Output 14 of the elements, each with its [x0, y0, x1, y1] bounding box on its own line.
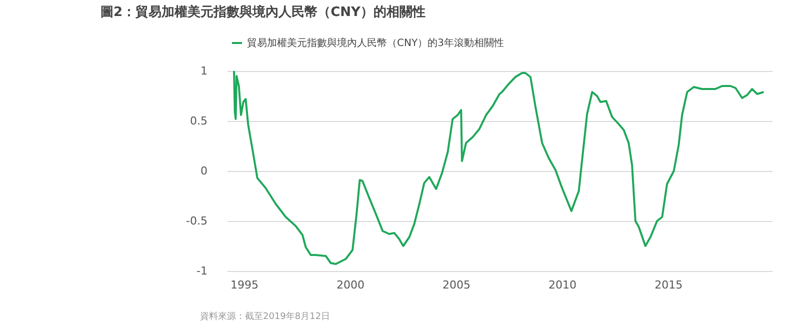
x-tick-label: 2000: [336, 278, 364, 292]
line-series: [233, 70, 765, 265]
y-tick-label: 0.5: [190, 114, 208, 128]
y-tick-label: 1: [200, 64, 208, 78]
x-tick-label: 2005: [442, 278, 471, 292]
legend-label: 貿易加權美元指數與境內人民幣（CNY）的3年滾動相關性: [247, 37, 504, 49]
x-tick-label: 2010: [548, 278, 577, 292]
y-tick-label: 0: [200, 164, 208, 178]
x-tick-label: 1995: [230, 278, 258, 292]
y-tick-label: -1: [196, 264, 208, 278]
chart-title: 圖2：貿易加權美元指數與境內人民幣（CNY）的相關性: [100, 4, 426, 20]
y-tick-label: -0.5: [186, 214, 208, 228]
x-tick-label: 2015: [654, 278, 683, 292]
source-note: 資料來源：截至2019年8月12日: [200, 311, 330, 322]
